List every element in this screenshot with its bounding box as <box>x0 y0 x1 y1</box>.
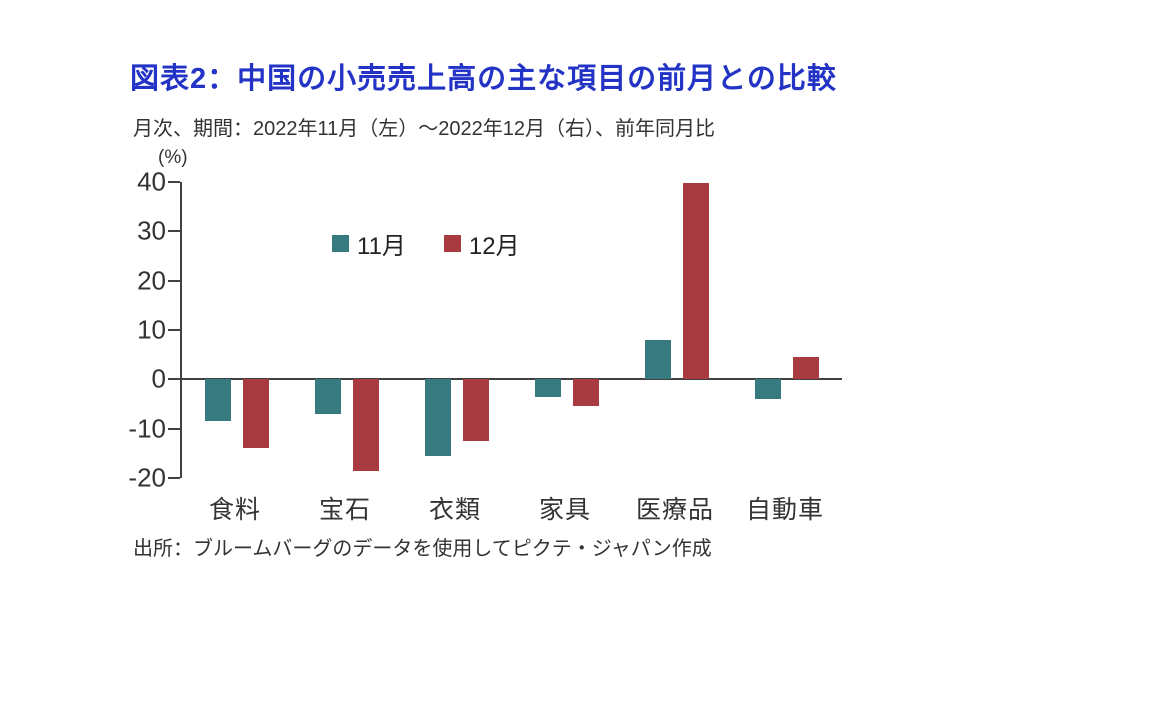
legend: 11月 12月 <box>332 226 520 261</box>
figure-subtitle: 月次、期間：2022年11月（左）～2022年12月（右）、前年同月比 <box>133 118 715 140</box>
bar <box>425 379 451 456</box>
bar <box>645 339 671 380</box>
y-tick-label: 10 <box>137 314 166 345</box>
bar <box>573 379 599 407</box>
bar <box>315 379 341 414</box>
legend-item-november: 11月 <box>332 226 406 261</box>
legend-label-november: 11月 <box>357 233 406 260</box>
legend-swatch-november <box>332 235 349 252</box>
y-tick-label: 40 <box>137 166 166 197</box>
unit-label: (%) <box>158 147 188 168</box>
x-category-label: 家具 <box>538 496 592 524</box>
legend-label-december: 12月 <box>468 233 520 260</box>
bar <box>535 379 561 397</box>
x-axis-labels: 食料 宝石 衣類 家具 医療品 自動車 <box>180 490 840 530</box>
bar <box>205 379 231 422</box>
y-tick-mark <box>168 477 180 479</box>
x-category-label: 医療品 <box>635 496 715 524</box>
y-tick-label: 0 <box>151 363 166 394</box>
bar <box>243 379 269 449</box>
y-tick-mark <box>168 230 180 233</box>
y-tick-mark <box>168 378 180 381</box>
bar <box>463 379 489 441</box>
y-tick-label: 30 <box>137 215 166 246</box>
y-tick-mark <box>168 279 180 282</box>
x-category-label: 宝石 <box>318 496 372 524</box>
plot-area: 11月 12月 <box>168 181 842 479</box>
y-tick-label: -10 <box>128 413 166 444</box>
bar <box>683 182 709 380</box>
y-tick-label: 20 <box>137 265 166 296</box>
legend-item-december: 12月 <box>443 226 520 261</box>
x-category-label: 衣類 <box>428 496 482 524</box>
y-tick-mark <box>168 329 180 331</box>
x-category-label: 自動車 <box>745 496 825 524</box>
x-category-label: 食料 <box>208 496 262 524</box>
y-tick-mark <box>168 427 180 430</box>
y-tick-mark <box>168 181 180 183</box>
y-tick-label: -20 <box>128 462 166 493</box>
legend-swatch-december <box>443 235 461 252</box>
bar <box>793 357 819 380</box>
zero-line <box>182 378 842 381</box>
source-note: 出所：ブルームバーグのデータを使用してピクテ・ジャパン作成 <box>133 538 712 560</box>
figure-title: 図表2：中国の小売売上高の主な項目の前月との比較 <box>130 63 837 95</box>
bar <box>353 379 379 471</box>
y-axis-labels: 40 30 20 10 0 -10 -20 <box>78 167 166 493</box>
bar <box>755 379 781 400</box>
